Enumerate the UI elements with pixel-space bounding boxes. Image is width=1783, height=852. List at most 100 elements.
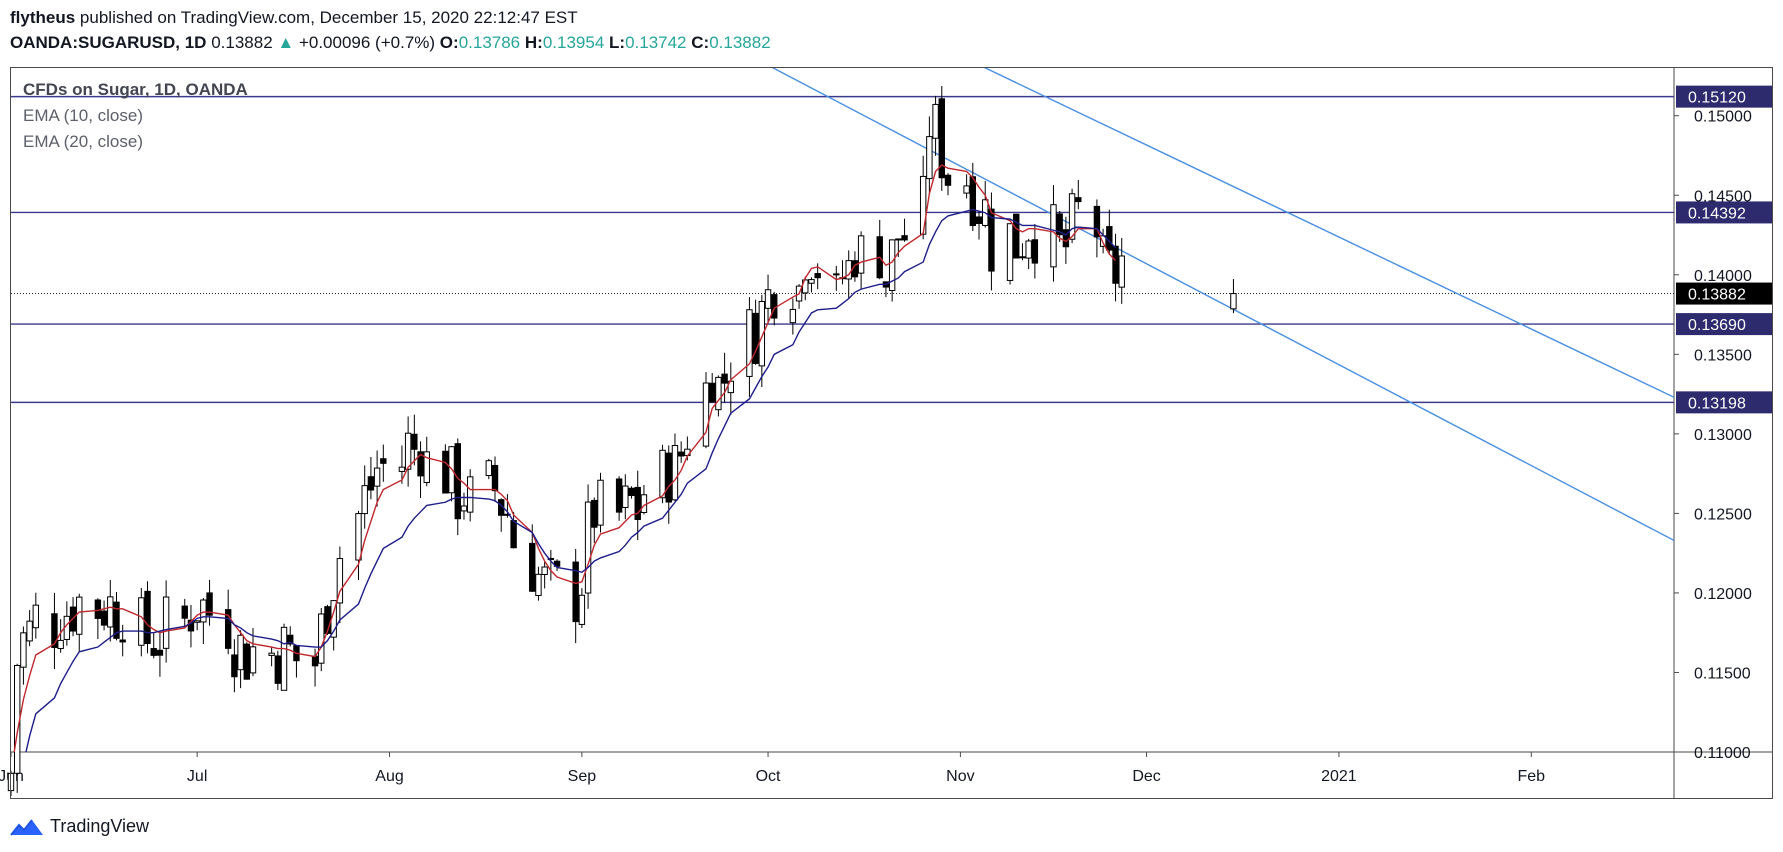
- publish-info: published on TradingView.com, December 1…: [79, 8, 578, 27]
- candle-body: [808, 279, 815, 284]
- candle-body: [814, 273, 821, 279]
- candle-body: [32, 604, 40, 629]
- candle-body: [361, 485, 368, 515]
- last-value: 0.13882: [211, 33, 273, 52]
- level-tag: [1676, 391, 1772, 414]
- candle-body: [193, 620, 201, 623]
- candle-body: [584, 501, 592, 594]
- candle-body: [355, 513, 362, 561]
- level-tag-label: 0.13690: [1688, 317, 1746, 334]
- level-tag-label: 0.13198: [1688, 395, 1746, 412]
- candle-body: [572, 561, 579, 623]
- y-tick-label: 0.11000: [1694, 745, 1751, 762]
- candle-body: [578, 594, 586, 625]
- high-label: H:: [524, 33, 543, 52]
- candle-body: [615, 478, 623, 513]
- candle-body: [336, 558, 344, 604]
- open-label: O:: [439, 33, 459, 52]
- candle-body: [423, 451, 430, 483]
- tradingview-logo-icon: [10, 819, 43, 836]
- candle-body: [280, 626, 288, 691]
- candle-body: [466, 476, 474, 513]
- candle-body: [1056, 213, 1063, 236]
- author-name[interactable]: flytheus: [10, 8, 76, 27]
- brand-name: TradingView: [50, 815, 150, 836]
- candle-body: [789, 308, 797, 324]
- candle-body: [988, 208, 995, 272]
- candle-body: [1006, 223, 1014, 281]
- candle-body: [938, 98, 945, 179]
- candle-body: [715, 376, 722, 411]
- change-value: +0.00096 (+0.7%): [298, 33, 436, 52]
- candle-body: [901, 235, 908, 241]
- candle-body: [529, 542, 536, 592]
- candle-body: [1230, 293, 1237, 310]
- candle-body: [932, 103, 939, 139]
- candle-body: [398, 466, 406, 472]
- legend-title: CFDs on Sugar, 1D, OANDA: [23, 80, 248, 99]
- candle-body: [665, 452, 672, 503]
- x-tick-label: Feb: [1517, 768, 1545, 785]
- y-tick-label: 0.11500: [1694, 665, 1751, 682]
- candle-body: [206, 592, 213, 616]
- candle-body: [1068, 193, 1076, 240]
- ema10-line: [13, 164, 1117, 752]
- candle-body: [535, 573, 542, 596]
- candle-body: [597, 479, 604, 526]
- candle-body: [442, 450, 449, 494]
- candle-body: [162, 596, 170, 649]
- level-tag: [1676, 313, 1772, 336]
- candle-body: [107, 596, 114, 628]
- candle-body: [491, 464, 499, 492]
- candle-body: [324, 606, 331, 634]
- candle-body: [746, 309, 753, 377]
- candle-body: [628, 487, 635, 496]
- candle-body: [237, 634, 244, 671]
- candle-body: [249, 646, 257, 674]
- up-arrow-icon: ▲: [277, 33, 295, 52]
- symbol: OANDA:SUGARUSD, 1D: [10, 33, 207, 52]
- candle-body: [100, 610, 108, 626]
- close-value: 0.13882: [709, 33, 771, 52]
- candle-body: [119, 639, 126, 643]
- legend-ema10[interactable]: EMA (10, close): [23, 106, 143, 125]
- x-tick-label: Sep: [568, 768, 597, 785]
- close-label: C:: [691, 33, 710, 52]
- high-value: 0.13954: [542, 33, 605, 52]
- candle-body: [1050, 204, 1057, 268]
- candle-body: [57, 639, 64, 650]
- candle-body: [156, 649, 164, 656]
- candle-body: [1062, 229, 1070, 248]
- candle-body: [634, 486, 641, 520]
- last-price-tag: [1676, 282, 1772, 305]
- ema20-line: [25, 208, 1117, 752]
- candle-body: [460, 505, 468, 512]
- candle-body: [417, 451, 424, 477]
- y-tick-label: 0.13000: [1694, 427, 1752, 444]
- candle-body: [274, 655, 282, 684]
- candle-body: [150, 648, 157, 656]
- y-tick-label: 0.13500: [1694, 347, 1752, 364]
- candle-body: [1093, 205, 1101, 238]
- candle-body: [857, 235, 865, 274]
- candle-body: [1075, 197, 1082, 203]
- candle-body: [26, 620, 33, 642]
- candle-body: [975, 216, 983, 224]
- candle-body: [963, 185, 970, 194]
- y-tick-label: 0.14500: [1694, 188, 1752, 205]
- chart-frame: [10, 67, 1773, 799]
- candle-body: [144, 590, 151, 645]
- footer-brand[interactable]: TradingView: [10, 813, 149, 839]
- last-price-tag-label: 0.13882: [1688, 287, 1746, 304]
- candle-body: [1118, 255, 1125, 288]
- candle-body: [187, 619, 195, 632]
- candle-body: [51, 613, 58, 648]
- y-tick-label: 0.12500: [1694, 506, 1752, 523]
- candle-body: [944, 174, 952, 186]
- candle-body: [7, 772, 15, 792]
- level-tag: [1676, 201, 1772, 224]
- legend-ema20[interactable]: EMA (20, close): [23, 132, 143, 151]
- candle-body: [373, 467, 381, 487]
- candle-body: [833, 273, 840, 276]
